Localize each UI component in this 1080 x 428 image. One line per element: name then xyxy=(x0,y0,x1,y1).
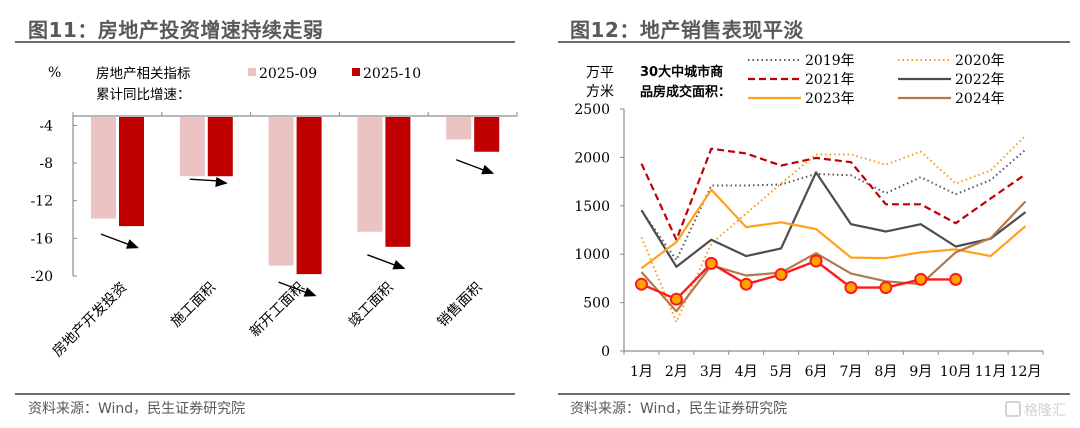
legend-title-line: 品房成交面积： xyxy=(640,84,731,100)
legend-label: 2019年 xyxy=(805,53,855,69)
series-line-2019年 xyxy=(640,148,1027,261)
legend-swatch xyxy=(352,68,360,76)
data-point-marker xyxy=(739,277,753,291)
arrow-head xyxy=(215,177,228,187)
watermark-logo: 格隆汇 xyxy=(1005,400,1066,420)
arrow-shaft xyxy=(278,281,311,295)
arrow-head xyxy=(126,239,139,249)
bar-2025-10 xyxy=(207,117,233,177)
right-chart-title: 图12：地产销售表现平淡 xyxy=(570,18,804,42)
y-tick-label: 500 xyxy=(583,296,610,312)
arrow-shaft xyxy=(100,233,134,247)
series-line-2024年 xyxy=(640,200,1027,313)
legend-label: 2022年 xyxy=(955,72,1005,88)
bar-2025-09 xyxy=(179,117,205,177)
trend-arrow-icon xyxy=(455,159,495,175)
y-axis-unit-line1: 万平 xyxy=(586,65,614,81)
series-line-2025年 xyxy=(641,259,956,301)
data-point-marker xyxy=(879,281,893,295)
x-tick-label: 3月 xyxy=(700,364,723,380)
left-title-rule xyxy=(15,41,515,43)
arrow-head xyxy=(392,259,406,270)
y-tick-label: -16 xyxy=(30,231,53,247)
series-line-2023年 xyxy=(640,188,1027,270)
data-point-marker xyxy=(774,268,788,282)
data-point-marker xyxy=(704,256,718,270)
x-tick-label: 4月 xyxy=(735,364,758,380)
left-bar-chart: -4 -8 -12 -16 -20% 房地产相关指标累计同比增速： 2025-09 2025-… xyxy=(30,65,518,360)
series-line-2021年 xyxy=(640,147,1027,241)
y-tick-label: 1500 xyxy=(574,199,610,215)
bar-2025-10 xyxy=(474,117,500,152)
arrow-head xyxy=(481,164,495,175)
bar-2025-10 xyxy=(296,117,322,275)
x-tick-label: 1月 xyxy=(630,364,653,380)
legend-title-line: 房地产相关指标 xyxy=(96,66,191,82)
data-point-marker xyxy=(949,272,963,286)
legend-swatch xyxy=(248,68,256,76)
legend-title-line: 累计同比增速： xyxy=(96,87,191,103)
y-tick-label: -4 xyxy=(39,118,53,134)
trend-arrow-icon xyxy=(278,281,317,297)
legend-label: 2025-09 xyxy=(259,66,317,82)
y-tick-label: -20 xyxy=(30,269,53,285)
x-tick-label: 6月 xyxy=(805,364,828,380)
x-tick-label: 5月 xyxy=(770,364,793,380)
x-tick-label: 10月 xyxy=(940,364,972,380)
legend-title-line: 30大中城市商 xyxy=(640,64,723,80)
left-chart-title: 图11：房地产投资增速持续走弱 xyxy=(28,18,324,42)
trend-arrow-icon xyxy=(367,254,406,270)
legend-title: 房地产相关指标累计同比增速： xyxy=(96,66,191,103)
data-point-marker xyxy=(844,281,858,295)
bar-2025-10 xyxy=(385,117,411,247)
legend-label: 2020年 xyxy=(955,53,1005,69)
arrow-head xyxy=(303,287,317,297)
trend-arrow-icon xyxy=(189,177,228,187)
x-tick-label: 8月 xyxy=(874,364,897,380)
legend-label: 2023年 xyxy=(805,91,855,107)
bar-2025-10 xyxy=(119,117,144,227)
arrow-shaft xyxy=(367,254,400,268)
right-footer-rule xyxy=(558,393,1070,395)
x-tick-label: 11月 xyxy=(975,364,1007,380)
y-axis-unit-line2: 方米 xyxy=(586,84,614,100)
series-line-2020年 xyxy=(640,134,1027,323)
data-point-marker xyxy=(669,292,683,306)
legend-label: 2021年 xyxy=(805,72,855,88)
y-tick-label: 1000 xyxy=(574,247,610,263)
data-point-marker xyxy=(914,272,928,286)
x-tick-label: 9月 xyxy=(909,364,932,380)
data-point-marker xyxy=(634,277,648,291)
x-tick-label: 2月 xyxy=(665,364,688,380)
y-tick-label: -12 xyxy=(30,194,53,210)
left-source-note: 资料来源：Wind，民生证券研究院 xyxy=(28,401,246,417)
x-tick-label: 7月 xyxy=(839,364,862,380)
watermark-icon xyxy=(1005,401,1021,417)
data-point-marker xyxy=(809,254,823,268)
bar-2025-09 xyxy=(446,117,472,140)
right-source-note: 资料来源：Wind，民生证券研究院 xyxy=(570,401,788,417)
watermark-text: 格隆汇 xyxy=(1024,403,1066,419)
legend-label: 2024年 xyxy=(955,91,1005,107)
legend-label: 2025-10 xyxy=(363,66,421,82)
y-tick-label: -8 xyxy=(39,156,53,172)
y-tick-label: 0 xyxy=(601,344,610,360)
trend-arrow-icon xyxy=(100,233,139,249)
y-tick-label: 2000 xyxy=(574,150,610,166)
left-footer-rule xyxy=(15,393,515,395)
bar-2025-09 xyxy=(268,117,294,266)
arrow-shaft xyxy=(455,159,489,173)
bar-2025-09 xyxy=(357,117,383,232)
legend-title: 30大中城市商品房成交面积： xyxy=(640,64,731,100)
y-tick-label: 2500 xyxy=(574,102,610,118)
series-line-2022年 xyxy=(640,171,1027,268)
right-title-rule xyxy=(558,41,1070,43)
bar-2025-09 xyxy=(91,117,116,219)
right-line-chart: 0 500 1000 1500 2000 2500 1月 2月 3月 4月 5月 6月 7月 8月 9月 10… xyxy=(574,53,1044,380)
y-axis-unit: % xyxy=(48,65,61,81)
x-tick-label: 12月 xyxy=(1010,364,1042,380)
